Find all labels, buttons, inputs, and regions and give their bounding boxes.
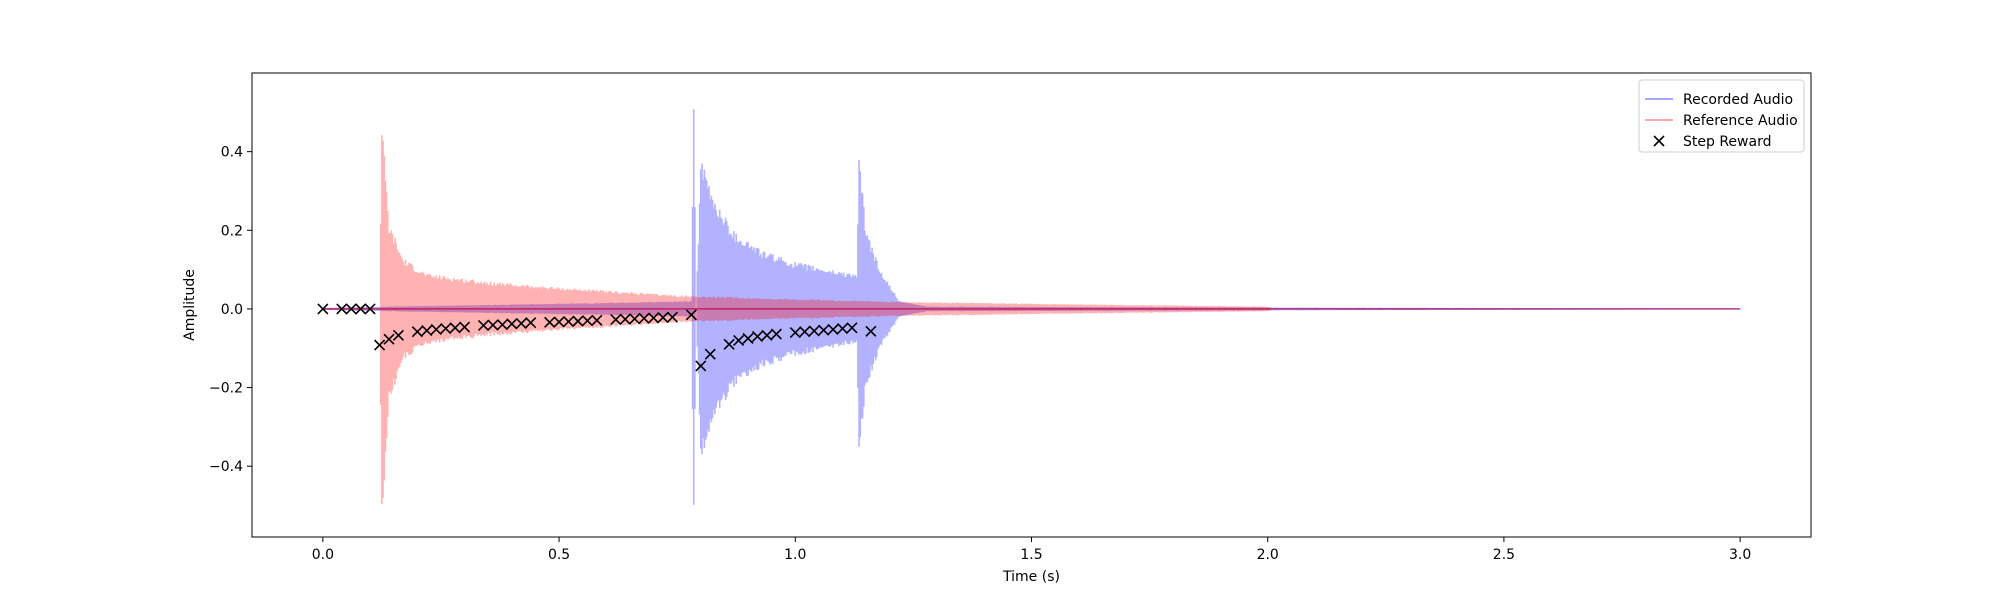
step-reward-point (591, 314, 603, 326)
x-tick-label: 0.0 (312, 547, 334, 563)
x-tick-label: 2.0 (1257, 547, 1279, 563)
step-reward-point (440, 323, 452, 335)
y-axis-label: Amplitude (182, 269, 198, 341)
legend-item: Step Reward (1653, 134, 1771, 150)
step-reward-point (581, 315, 593, 327)
step-reward-point (553, 316, 565, 328)
step-reward-point (336, 303, 348, 315)
step-reward-point (827, 323, 839, 335)
step-reward-point (818, 324, 830, 336)
plot-area (317, 109, 1741, 505)
step-reward-point (846, 322, 858, 334)
step-reward-point (515, 317, 527, 330)
step-reward-point (506, 318, 518, 330)
step-reward-point (383, 333, 395, 345)
legend-item: Reference Audio (1645, 113, 1798, 129)
step-reward-point (459, 321, 471, 333)
step-reward-point (789, 326, 801, 339)
step-reward-point (808, 325, 820, 337)
y-tick-label: −0.2 (209, 381, 243, 397)
step-reward-point (770, 328, 782, 340)
series-step-reward (317, 303, 877, 372)
step-reward-point (477, 319, 490, 332)
axes: 0.0 0.5 1.0 1.5 2.0 2.5 3.0 −0.4 −0.2 0.0 0.2 0.4 (209, 72, 1812, 563)
series-reference-audio (322, 135, 1741, 505)
step-reward-point (638, 312, 650, 324)
step-reward-point (421, 324, 433, 337)
step-reward-point (373, 339, 386, 351)
step-reward-point (836, 323, 849, 335)
step-reward-point (562, 315, 575, 328)
y-tick-label: −0.4 (209, 459, 243, 475)
step-reward-point (704, 348, 716, 360)
step-reward-point (865, 325, 877, 337)
step-reward-point (430, 323, 442, 335)
step-reward-point (723, 338, 735, 350)
x-tick-label: 2.5 (1493, 547, 1515, 563)
step-reward-point (657, 312, 669, 324)
step-reward-point (733, 334, 745, 346)
step-reward-point (544, 316, 556, 328)
legend-label: Recorded Audio (1683, 92, 1793, 108)
step-reward-point (392, 329, 405, 341)
step-reward-point (572, 315, 584, 327)
step-reward-point (345, 303, 357, 315)
legend-label: Reference Audio (1683, 113, 1798, 129)
step-reward-point (355, 303, 367, 315)
step-reward-point (525, 317, 537, 329)
step-reward-point (619, 313, 631, 325)
x-tick-label: 3.0 (1729, 547, 1751, 563)
legend-box (1638, 79, 1805, 153)
x-axis-label: Time (s) (1002, 569, 1060, 585)
step-reward-point (685, 309, 697, 321)
step-reward-point (487, 319, 499, 331)
y-tick-label: 0.0 (221, 302, 243, 318)
legend-marker-x-icon (1653, 135, 1665, 147)
step-reward-point (751, 330, 764, 343)
legend: Recorded Audio Reference Audio Step Reward (1638, 79, 1805, 153)
step-reward-point (411, 326, 423, 338)
x-tick-label: 0.5 (548, 547, 570, 563)
step-reward-point (666, 311, 679, 323)
y-tick-label: 0.2 (221, 223, 243, 239)
legend-item: Recorded Audio (1645, 92, 1793, 108)
step-reward-point (742, 332, 754, 344)
x-tick-label: 1.5 (1020, 547, 1042, 563)
step-reward-point (317, 303, 329, 315)
step-reward-point (364, 303, 376, 315)
step-reward-point (647, 312, 660, 324)
step-reward-point (496, 319, 508, 331)
legend-label: Step Reward (1683, 134, 1771, 150)
step-reward-point (449, 322, 461, 334)
step-reward-point (799, 326, 811, 338)
step-reward-point (610, 313, 622, 326)
x-tick-label: 1.0 (784, 547, 806, 563)
step-reward-point (695, 360, 707, 372)
step-reward-point (761, 329, 773, 341)
step-reward-point (629, 313, 641, 325)
y-tick-label: 0.4 (221, 145, 243, 161)
